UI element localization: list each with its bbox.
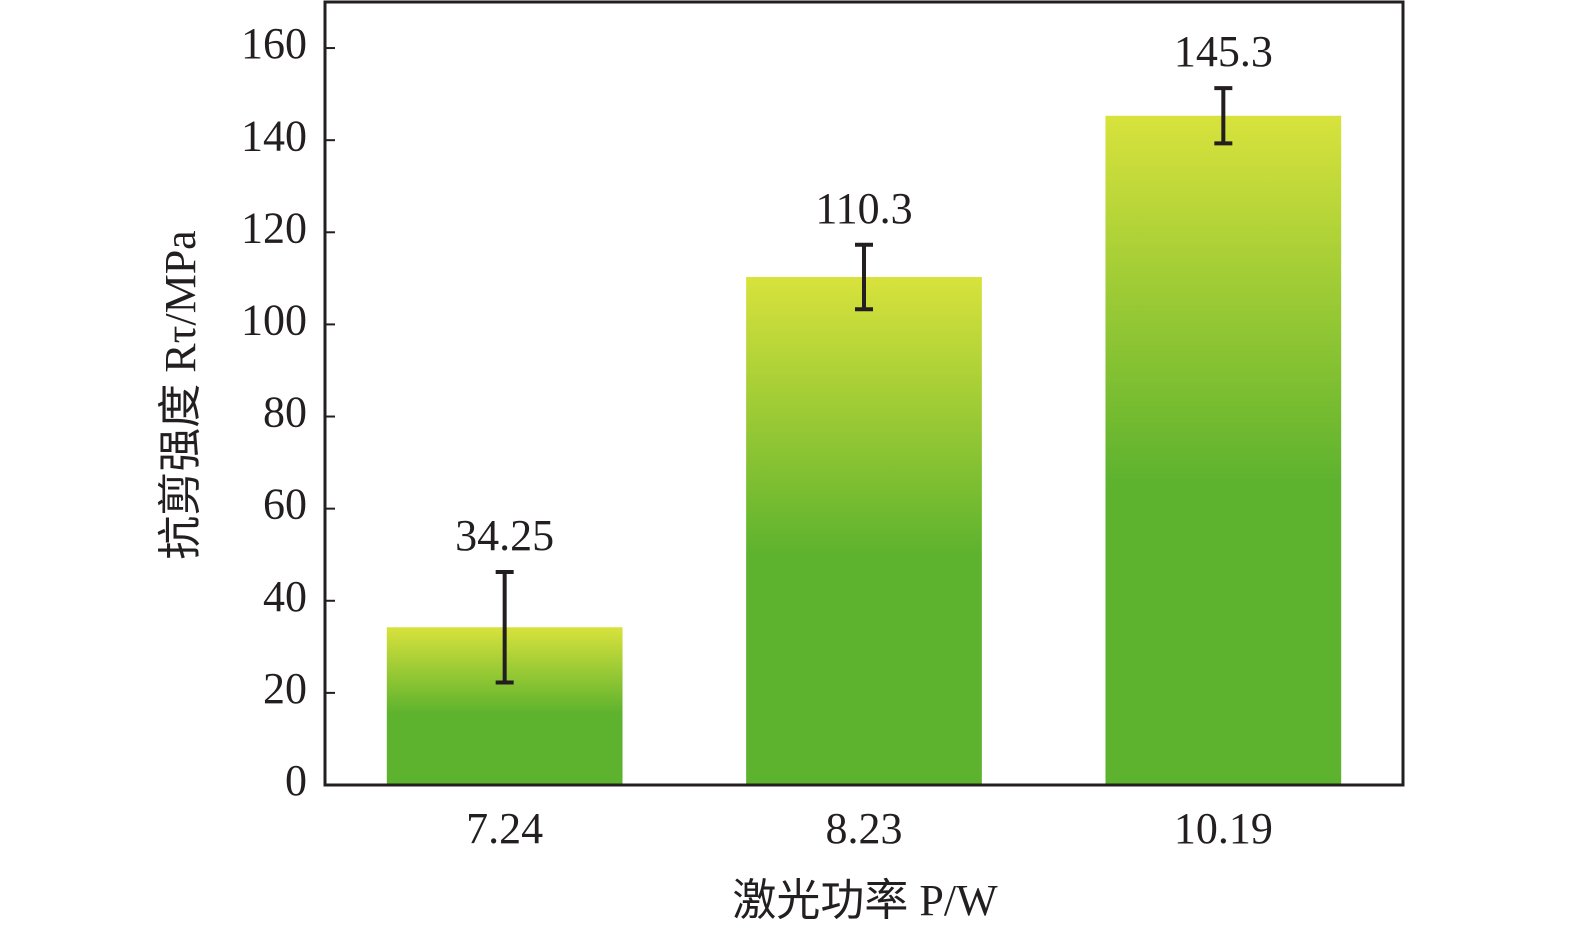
bar bbox=[1105, 115, 1342, 785]
y-tick-label: 60 bbox=[263, 480, 307, 529]
value-label: 110.3 bbox=[815, 184, 912, 233]
plot-frame bbox=[323, 0, 1405, 787]
value-label: 145.3 bbox=[1174, 27, 1273, 76]
y-tick-label: 0 bbox=[285, 756, 307, 805]
x-tick-label: 7.24 bbox=[466, 804, 543, 853]
y-tick-label: 40 bbox=[263, 572, 307, 621]
y-tick-label: 100 bbox=[241, 296, 307, 345]
bar bbox=[746, 276, 982, 785]
x-tick-label: 10.19 bbox=[1174, 804, 1273, 853]
x-tick-label: 8.23 bbox=[826, 804, 903, 853]
y-tick-label: 120 bbox=[241, 203, 307, 252]
y-tick-label: 80 bbox=[263, 388, 307, 437]
x-axis-label: 激光功率 P/W bbox=[732, 876, 998, 925]
y-tick-label: 160 bbox=[241, 19, 307, 68]
y-tick-label: 140 bbox=[241, 111, 307, 160]
value-label: 34.25 bbox=[455, 511, 554, 560]
y-tick-label: 20 bbox=[263, 664, 307, 713]
y-axis-label: 抗剪强度 Rτ/MPa bbox=[156, 230, 205, 559]
